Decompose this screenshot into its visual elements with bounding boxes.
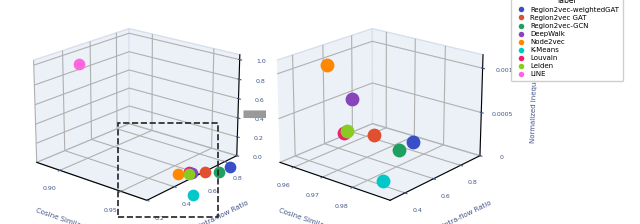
Legend: Region2vec-weightedGAT, Region2vec GAT, Region2vec-GCN, DeepWalk, Node2vec, K-Me: Region2vec-weightedGAT, Region2vec GAT, … xyxy=(511,0,623,81)
X-axis label: Cosine Similarity: Cosine Similarity xyxy=(35,207,93,224)
Y-axis label: Intra-flow Ratio: Intra-flow Ratio xyxy=(442,199,493,224)
Y-axis label: Intra-flow Ratio: Intra-flow Ratio xyxy=(199,199,250,224)
X-axis label: Cosine Similarity: Cosine Similarity xyxy=(278,207,336,224)
